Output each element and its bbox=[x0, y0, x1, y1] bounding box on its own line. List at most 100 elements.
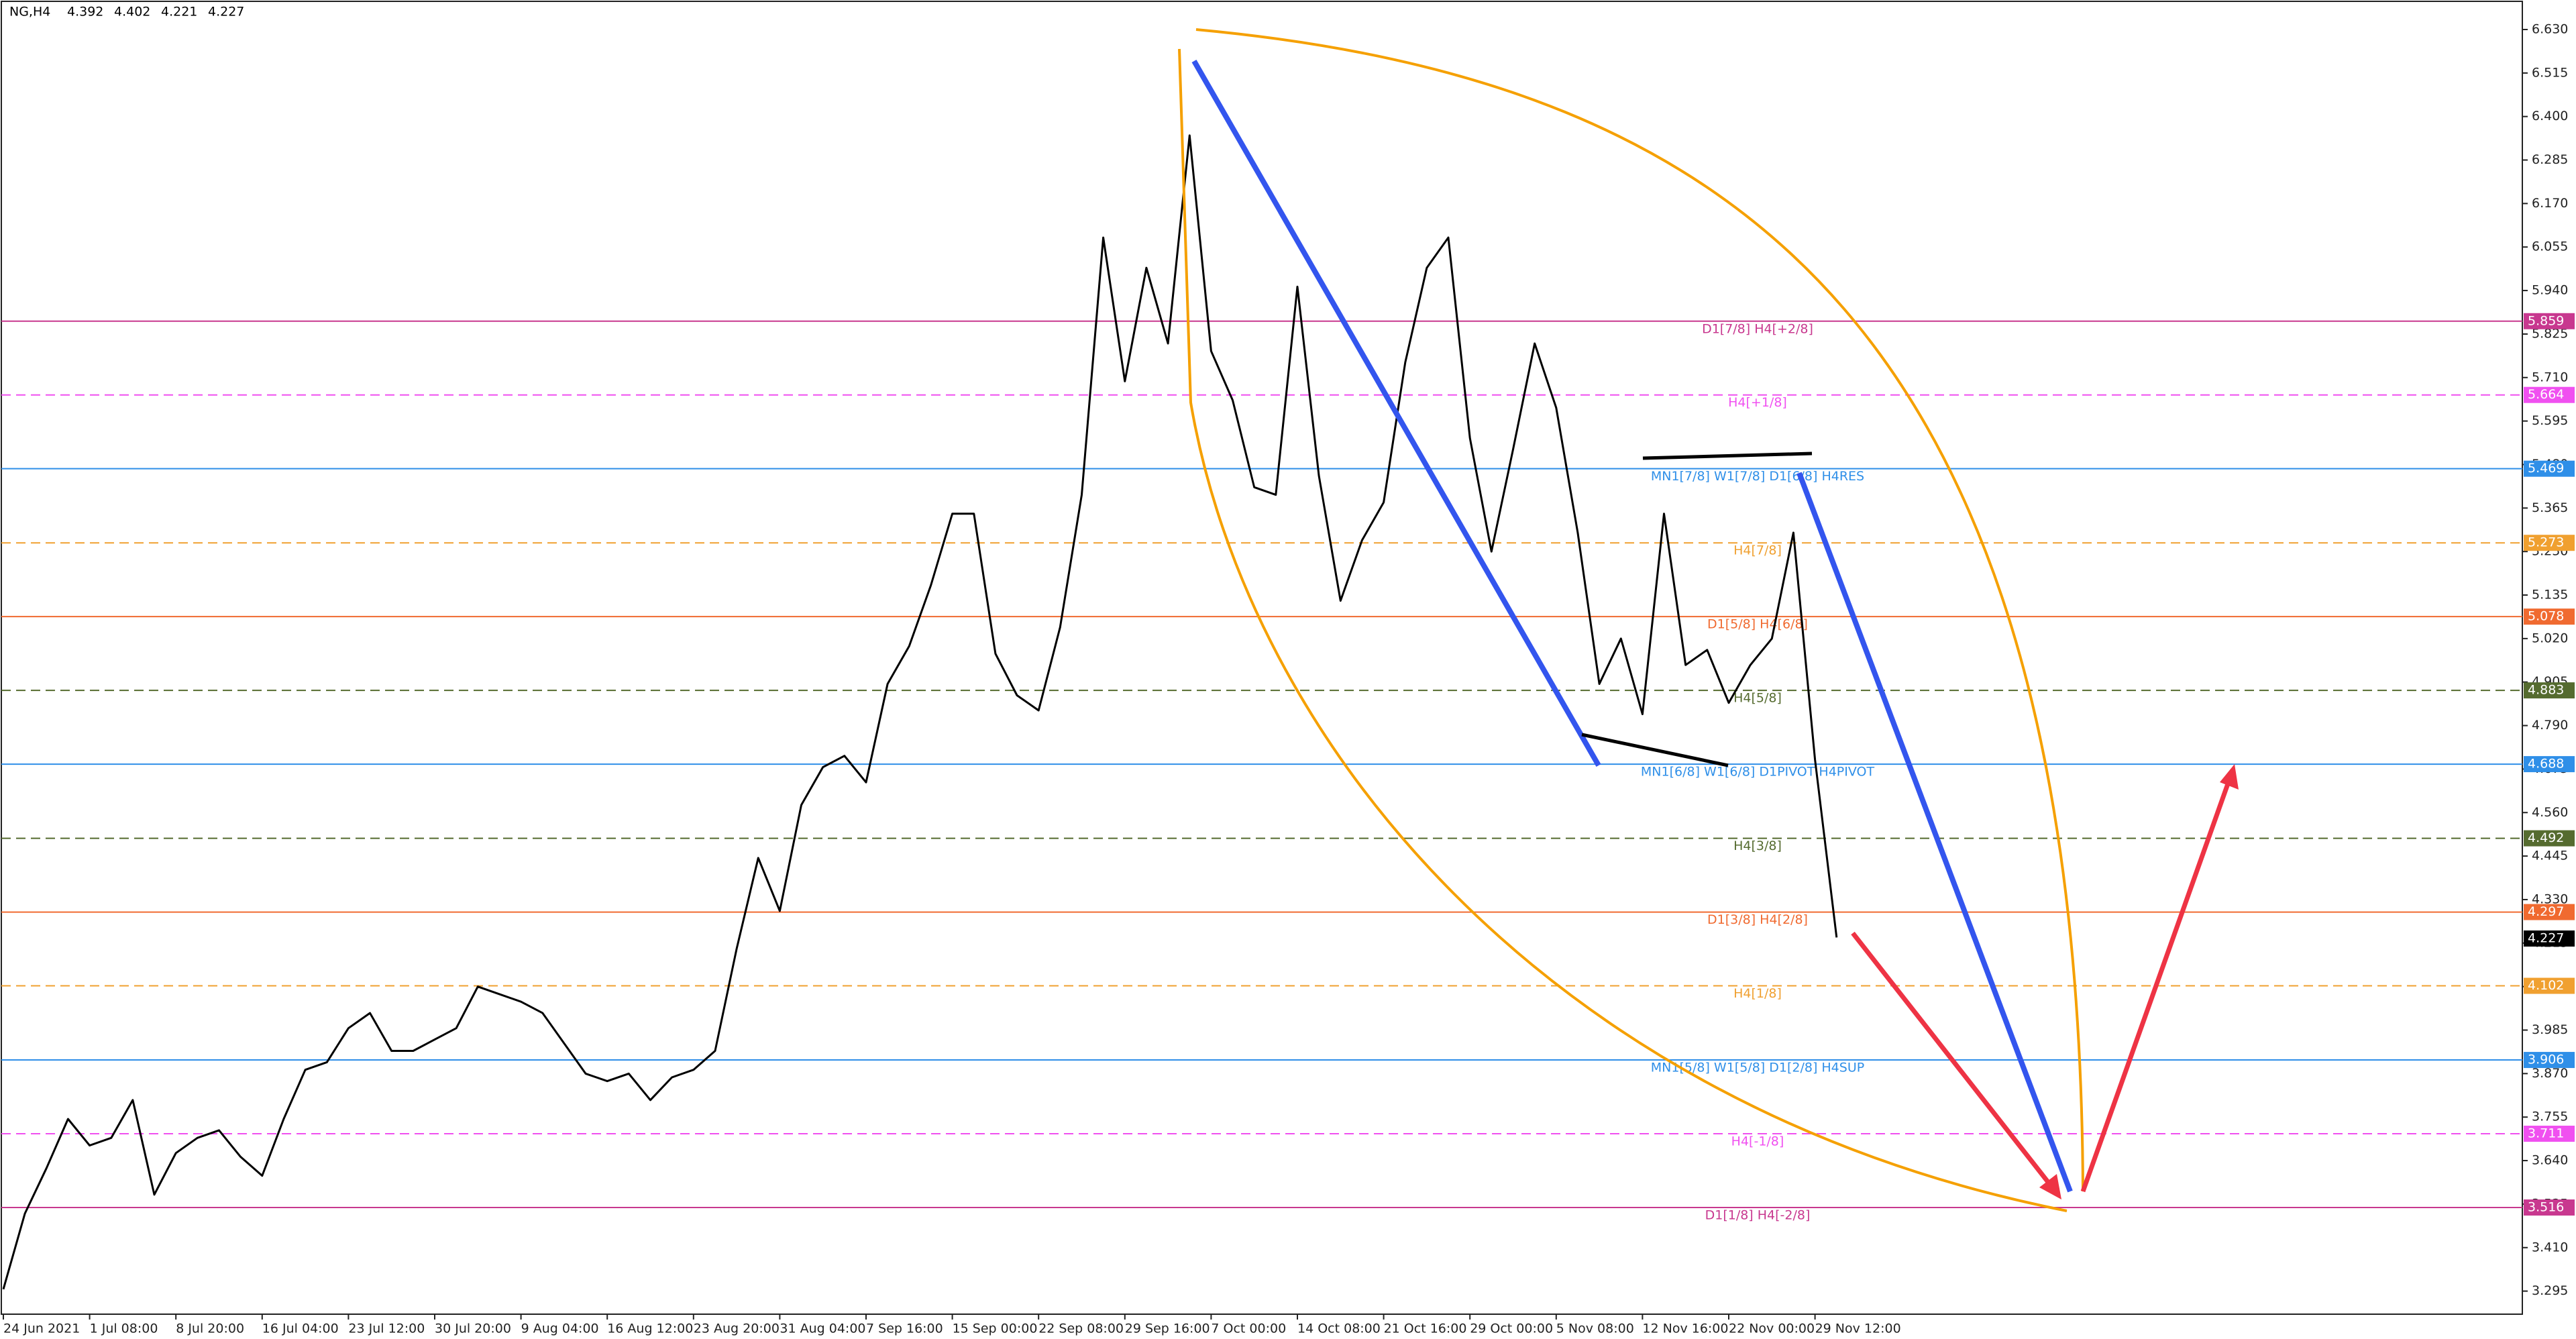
level-label: H4[-1/8] bbox=[1731, 1134, 1784, 1149]
x-tick-label: 14 Oct 08:00 bbox=[1297, 1322, 1381, 1336]
trend-line bbox=[1191, 60, 1601, 767]
x-tick-label: 29 Oct 00:00 bbox=[1470, 1322, 1553, 1336]
x-tick-label: 21 Oct 16:00 bbox=[1384, 1322, 1467, 1336]
series bbox=[2, 134, 1838, 1290]
x-tick-label: 23 Aug 20:00 bbox=[694, 1322, 780, 1336]
low: 4.221 bbox=[161, 5, 197, 19]
level-label: MN1[5/8] W1[5/8] D1[2/8] H4SUP bbox=[1651, 1061, 1864, 1075]
price-tag bbox=[2524, 830, 2575, 847]
price-tag-label: 3.516 bbox=[2528, 1199, 2564, 1214]
price-tag-label: 4.102 bbox=[2528, 978, 2564, 993]
price-line bbox=[2, 134, 1838, 1290]
level-label: D1[7/8] H4[+2/8] bbox=[1702, 321, 1813, 336]
price-tag-label: 5.469 bbox=[2528, 461, 2564, 476]
y-tick-label: 5.595 bbox=[2532, 413, 2568, 428]
price-tag-label: 4.688 bbox=[2528, 757, 2564, 771]
price-tag-label: 4.492 bbox=[2528, 831, 2564, 845]
current-price-tag bbox=[2524, 930, 2575, 947]
y-tick-label: 5.020 bbox=[2532, 631, 2568, 645]
x-tick-label: 9 Aug 04:00 bbox=[521, 1322, 599, 1336]
x-tick-label: 5 Nov 08:00 bbox=[1556, 1322, 1634, 1336]
x-tick-label: 1 Jul 08:00 bbox=[90, 1322, 158, 1336]
x-tick-label: 8 Jul 20:00 bbox=[176, 1322, 244, 1336]
level-label: D1[1/8] H4[-2/8] bbox=[1705, 1208, 1811, 1222]
price-tag-label: 5.664 bbox=[2528, 387, 2564, 402]
level-label: H4[5/8] bbox=[1733, 691, 1782, 706]
close: 4.227 bbox=[208, 5, 244, 19]
x-tick-label: 29 Nov 12:00 bbox=[1815, 1322, 1901, 1336]
y-tick-label: 6.400 bbox=[2532, 109, 2568, 123]
y-tick-label: 6.515 bbox=[2532, 65, 2568, 80]
x-tick-label: 23 Jul 12:00 bbox=[348, 1322, 425, 1336]
x-tick-label: 24 Jun 2021 bbox=[3, 1322, 80, 1336]
arrow-head bbox=[2220, 764, 2239, 790]
price-tag-label: 4.297 bbox=[2528, 904, 2564, 919]
y-tick-label: 3.295 bbox=[2532, 1283, 2568, 1298]
price-tag bbox=[2524, 1199, 2575, 1216]
x-tick-label: 31 Aug 04:00 bbox=[780, 1322, 865, 1336]
price-tag bbox=[2524, 977, 2575, 994]
x-tick-label: 7 Oct 00:00 bbox=[1211, 1322, 1286, 1336]
trend-line bbox=[1581, 733, 1729, 767]
y-tick-label: 5.940 bbox=[2532, 283, 2568, 298]
arc-upper bbox=[1195, 28, 2084, 1192]
price-tag bbox=[2524, 756, 2575, 773]
y-tick-label: 5.135 bbox=[2532, 588, 2568, 602]
level-label: MN1[6/8] W1[6/8] D1PIVOT H4PIVOT bbox=[1641, 765, 1875, 780]
y-tick-label: 3.640 bbox=[2532, 1153, 2568, 1168]
y-tick-label: 3.985 bbox=[2532, 1022, 2568, 1037]
y-tick-label: 6.055 bbox=[2532, 239, 2568, 254]
y-tick-label: 4.445 bbox=[2532, 849, 2568, 863]
arrow bbox=[2080, 777, 2233, 1193]
level-label: H4[7/8] bbox=[1733, 543, 1782, 558]
arrow bbox=[1851, 931, 2055, 1190]
price-tag-label: 3.906 bbox=[2528, 1053, 2564, 1067]
level-label: H4[+1/8] bbox=[1728, 395, 1787, 410]
price-axis: 6.630 6.515 6.400 6.285 6.170 6.055 5.940 5.825… bbox=[3, 21, 2575, 1336]
y-tick-label: 4.330 bbox=[2532, 892, 2568, 906]
plot-frame bbox=[1, 1, 2523, 1315]
x-tick-label: 30 Jul 20:00 bbox=[435, 1322, 511, 1336]
x-tick-label: 22 Nov 00:00 bbox=[1729, 1322, 1815, 1336]
arc-lower bbox=[1178, 48, 2068, 1212]
price-tag bbox=[2524, 460, 2575, 477]
price-tag-label: 5.273 bbox=[2528, 535, 2564, 550]
price-tag bbox=[2524, 904, 2575, 920]
y-tick-label: 4.790 bbox=[2532, 718, 2568, 733]
x-tick-label: 16 Jul 04:00 bbox=[262, 1322, 339, 1336]
y-tick-label: 6.285 bbox=[2532, 152, 2568, 167]
x-tick-label: 12 Nov 16:00 bbox=[1642, 1322, 1728, 1336]
price-tag-label: 5.078 bbox=[2528, 609, 2564, 624]
level-label: D1[3/8] H4[2/8] bbox=[1707, 912, 1808, 927]
price-tag bbox=[2524, 313, 2575, 329]
price-tag bbox=[2524, 535, 2575, 551]
level-label: D1[5/8] H4[6/8] bbox=[1707, 617, 1808, 632]
price-tag bbox=[2524, 1126, 2575, 1142]
y-tick-label: 5.825 bbox=[2532, 326, 2568, 341]
trend-line bbox=[1642, 451, 1813, 460]
y-tick-label: 3.755 bbox=[2532, 1110, 2568, 1124]
price-tag-label: 4.883 bbox=[2528, 683, 2564, 698]
x-tick-label: 29 Sep 16:00 bbox=[1125, 1322, 1210, 1336]
price-tag bbox=[2524, 608, 2575, 625]
arrow-head bbox=[2039, 1174, 2061, 1199]
price-tag-label: 5.859 bbox=[2528, 313, 2564, 328]
y-tick-label: 4.560 bbox=[2532, 805, 2568, 820]
x-tick-label: 7 Sep 16:00 bbox=[866, 1322, 943, 1336]
price-tag bbox=[2524, 1052, 2575, 1069]
trend-line bbox=[1796, 472, 2073, 1193]
current-price-label: 4.227 bbox=[2528, 931, 2564, 946]
y-tick-label: 3.410 bbox=[2532, 1240, 2568, 1254]
open: 4.392 bbox=[67, 5, 103, 19]
high: 4.402 bbox=[114, 5, 150, 19]
levels: D1[7/8] H4[+2/8] H4[+1/8] MN1[7/8] W1[7/8]… bbox=[1, 320, 2522, 1222]
y-tick-label: 5.710 bbox=[2532, 370, 2568, 384]
x-tick-label: 15 Sep 00:00 bbox=[953, 1322, 1038, 1336]
y-tick-label: 3.870 bbox=[2532, 1066, 2568, 1081]
x-tick-label: 16 Aug 12:00 bbox=[607, 1322, 693, 1336]
price-tag bbox=[2524, 386, 2575, 403]
level-label: H4[1/8] bbox=[1733, 986, 1782, 1001]
y-tick-label: 6.630 bbox=[2532, 21, 2568, 36]
